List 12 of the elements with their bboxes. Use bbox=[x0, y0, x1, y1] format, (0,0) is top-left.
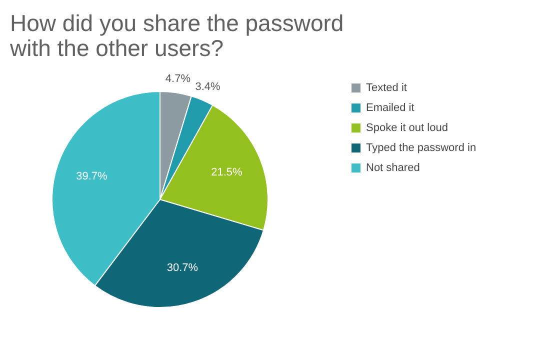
data-label: 3.4% bbox=[195, 81, 220, 94]
legend-label: Emailed it bbox=[366, 102, 414, 114]
text: with the other users? bbox=[10, 34, 224, 61]
legend-label: Texted it bbox=[366, 82, 407, 94]
legend-label: Not shared bbox=[366, 162, 420, 174]
legend-label: Typed the password in bbox=[366, 142, 476, 154]
data-label: 4.7% bbox=[165, 72, 191, 85]
text: How did you share the password bbox=[10, 10, 344, 36]
legend-label: Spoke it out loud bbox=[366, 122, 448, 134]
data-label: 30.7% bbox=[166, 262, 198, 274]
data-label: 39.7% bbox=[76, 170, 108, 183]
data-label: 21.5% bbox=[211, 166, 242, 178]
